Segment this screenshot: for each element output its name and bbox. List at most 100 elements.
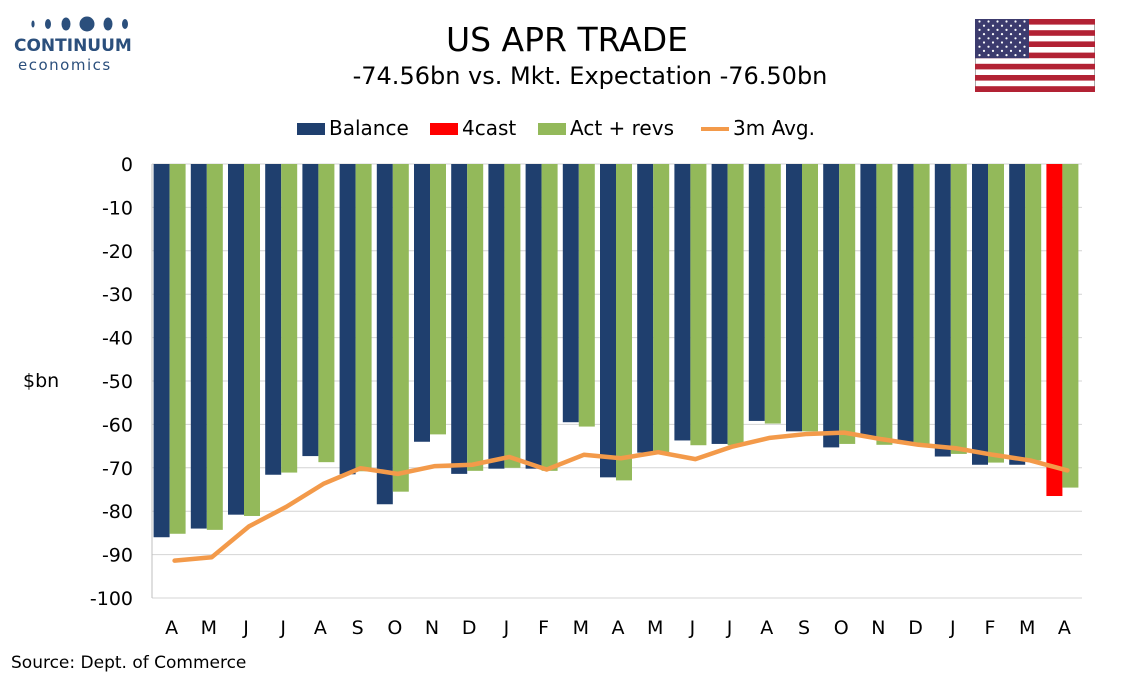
x-tick-label: N [871, 617, 885, 639]
x-tick-label: D [908, 617, 923, 639]
bar-balance [265, 164, 282, 475]
bar-act-revs [1062, 164, 1079, 488]
y-tick-label: -60 [102, 414, 133, 436]
chart-subtitle: -74.56bn vs. Mkt. Expectation -76.50bn [352, 62, 828, 90]
legend-swatch-4cast [430, 123, 458, 135]
x-tick-label: J [242, 617, 249, 639]
legend-swatch-balance [297, 123, 325, 135]
logo-wordmark-line2: economics [18, 56, 112, 74]
continuum-logo: CONTINUUM economics [14, 14, 134, 76]
legend-label-balance: Balance [329, 116, 409, 140]
bar-act-revs [281, 164, 298, 473]
x-tick-label: O [834, 617, 849, 639]
x-tick-label: J [949, 617, 956, 639]
x-tick-label: O [387, 617, 402, 639]
bar-balance [414, 164, 430, 442]
bar-act-revs [802, 164, 818, 432]
bar-balance [748, 164, 765, 421]
y-tick-label: -10 [102, 197, 133, 219]
y-tick-label: 0 [121, 154, 133, 176]
bar-act-revs [727, 164, 744, 446]
bar-balance [190, 164, 207, 529]
x-tick-label: M [201, 617, 217, 639]
legend-swatch-3m-avg [701, 127, 729, 131]
bar-act-revs [392, 164, 409, 492]
chart-title: US APR TRADE [445, 20, 689, 59]
bar-balance [823, 164, 840, 448]
line-3m-avg [172, 430, 1070, 563]
y-axis-label: $bn [23, 370, 60, 392]
legend-label-act-revs: Act + revs [570, 116, 674, 140]
x-tick-label: M [647, 617, 663, 639]
x-tick-label: J [726, 617, 733, 639]
bar-act-revs [355, 164, 372, 472]
bar-balance [637, 164, 654, 453]
bar-balance [228, 164, 244, 515]
legend-swatch-act-revs [538, 123, 566, 135]
bar-act-revs [764, 164, 781, 424]
source-note: Source: Dept. of Commerce [11, 653, 247, 673]
logo-wordmark-line1: CONTINUUM [14, 36, 132, 56]
bar-act-revs [1025, 164, 1042, 461]
bar-balance [153, 164, 170, 538]
bar-balance [376, 164, 393, 505]
legend-label-3m-avg: 3m Avg. [733, 116, 815, 140]
bar-balance [302, 164, 319, 457]
bar-balance [711, 164, 728, 444]
bar-balance [1009, 164, 1026, 465]
bar-act-revs [318, 164, 335, 463]
bar-act-revs [690, 164, 707, 446]
x-tick-label: M [1019, 617, 1035, 639]
y-tick-label: -30 [102, 284, 133, 306]
x-tick-label: F [538, 617, 549, 639]
us-flag-icon [975, 19, 1095, 92]
bar-balance [600, 164, 616, 478]
x-tick-label: N [425, 617, 439, 639]
x-tick-label: A [1058, 617, 1071, 639]
bar-balance [674, 164, 691, 441]
bar-act-revs [578, 164, 595, 427]
bar-act-revs [653, 164, 670, 453]
x-tick-label: F [985, 617, 996, 639]
bar-4cast [1046, 164, 1063, 497]
chart-legend: Balance 4cast Act + revs 3m Avg. [0, 116, 1134, 140]
bar-act-revs [467, 164, 484, 471]
x-tick-label: J [503, 617, 510, 639]
x-tick-label: A [165, 617, 178, 639]
bar-balance [488, 164, 505, 469]
bar-balance [972, 164, 988, 465]
bar-act-revs [541, 164, 558, 471]
x-tick-label: D [462, 617, 477, 639]
bar-act-revs [244, 164, 260, 516]
y-tick-label: -20 [102, 241, 133, 263]
bar-balance [562, 164, 579, 423]
bar-balance [860, 164, 877, 438]
y-tick-label: -40 [102, 328, 133, 350]
bar-act-revs [950, 164, 967, 454]
x-tick-label: A [760, 617, 773, 639]
y-tick-label: -90 [102, 545, 133, 567]
x-tick-label: A [612, 617, 625, 639]
y-tick-label: -100 [90, 588, 133, 610]
bar-balance [934, 164, 951, 457]
bar-act-revs [430, 164, 446, 435]
logo-dots-icon [31, 16, 128, 32]
y-tick-label: -70 [102, 458, 133, 480]
bar-balance [786, 164, 802, 432]
bar-act-revs [988, 164, 1004, 463]
x-tick-label: M [573, 617, 589, 639]
bar-act-revs [839, 164, 856, 444]
legend-label-4cast: 4cast [462, 116, 517, 140]
bar-act-revs [206, 164, 223, 530]
bar-act-revs [169, 164, 186, 534]
x-tick-label: A [314, 617, 327, 639]
x-tick-label: S [798, 617, 810, 639]
bar-act-revs [504, 164, 521, 468]
x-tick-label: S [352, 617, 364, 639]
bar-balance [897, 164, 914, 444]
bar-act-revs [876, 164, 893, 445]
x-tick-label: J [279, 617, 286, 639]
bar-act-revs [913, 164, 930, 445]
bar-balance [451, 164, 468, 474]
